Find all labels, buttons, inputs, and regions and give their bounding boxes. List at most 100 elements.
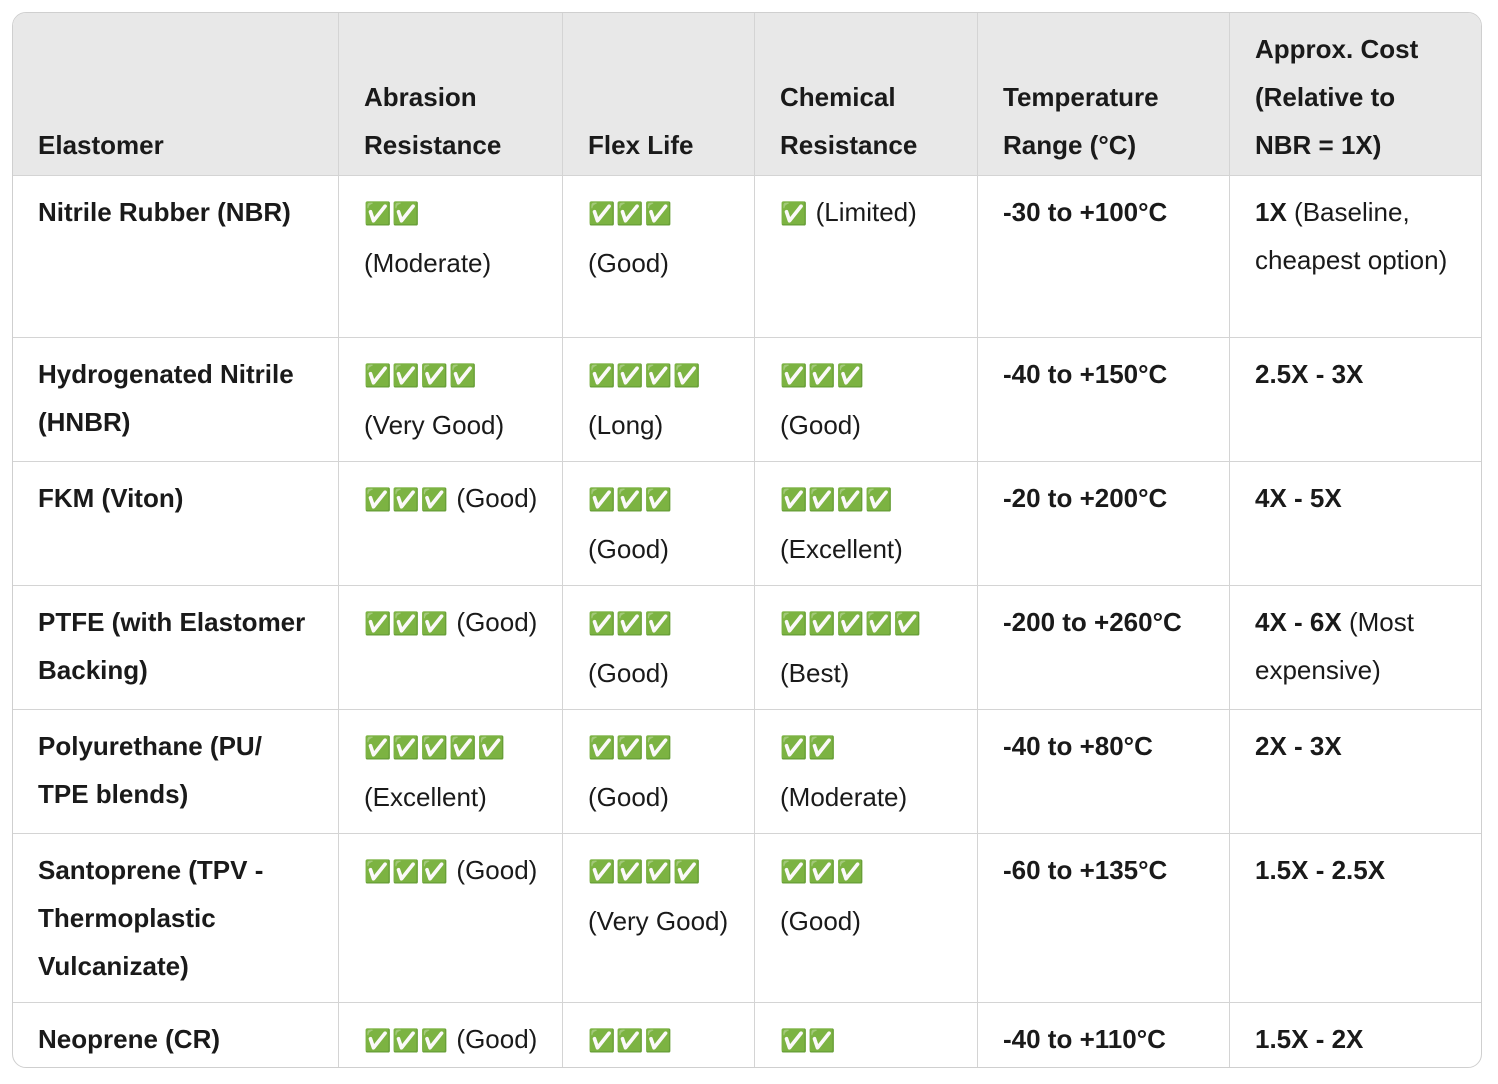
check-marks: ✅✅✅	[780, 860, 866, 885]
chemical-cell: ✅✅ (Moderate)	[754, 1002, 978, 1067]
table-container: Elastomer Abrasion Resistance Flex Life Che…	[12, 12, 1482, 1068]
abrasion-cell: ✅✅✅✅✅ (Excellent)	[338, 709, 563, 834]
cost-cell: 1.5X - 2X	[1229, 1002, 1481, 1067]
cost-value: 1.5X - 2.5X	[1255, 855, 1386, 885]
flex-cell: ✅✅✅ (Good)	[562, 175, 755, 338]
chemical-cell: ✅✅✅✅✅ (Best)	[754, 585, 978, 710]
comparison-table: Elastomer Abrasion Resistance Flex Life Che…	[13, 13, 1481, 1067]
table-body: Nitrile Rubber (NBR) ✅✅ (Moderate) ✅✅✅ (Go…	[13, 175, 1481, 1067]
elastomer-cell: PTFE (with Elastomer Backing)	[13, 585, 339, 710]
elastomer-cell: Hydrogenated Nitrile (HNBR)	[13, 337, 339, 462]
rating-note: (Very Good)	[588, 906, 729, 936]
check-marks: ✅✅✅✅	[588, 860, 702, 885]
check-marks: ✅✅✅✅	[780, 488, 894, 513]
table-row: Nitrile Rubber (NBR) ✅✅ (Moderate) ✅✅✅ (Go…	[13, 175, 1481, 338]
rating-note: (Good)	[588, 534, 669, 564]
header-cell: Approx. Cost (Relative to NBR = 1X)	[1229, 13, 1481, 176]
flex-cell: ✅✅✅ (Good)	[562, 585, 755, 710]
check-marks: ✅✅	[364, 202, 421, 227]
rating-note: (Good)	[780, 906, 861, 936]
header-cell: Abrasion Resistance	[338, 13, 563, 176]
temperature-cell: -40 to +80°C	[977, 709, 1230, 834]
chemical-cell: ✅✅ (Moderate)	[754, 709, 978, 834]
elastomer-cell: FKM (Viton)	[13, 461, 339, 586]
rating-note: (Good)	[456, 855, 538, 885]
check-marks: ✅✅✅	[364, 488, 450, 513]
rating-note: (Moderate)	[364, 248, 492, 278]
elastomer-cell: Nitrile Rubber (NBR)	[13, 175, 339, 338]
table-row: PTFE (with Elastomer Backing) ✅✅✅ (Good) ✅…	[13, 585, 1481, 710]
table-row: Hydrogenated Nitrile (HNBR) ✅✅✅✅ (Very Go…	[13, 337, 1481, 462]
flex-cell: ✅✅✅ (Good)	[562, 709, 755, 834]
chemical-cell: ✅ (Limited)	[754, 175, 978, 338]
abrasion-cell: ✅✅✅ (Good)	[338, 833, 563, 1003]
abrasion-cell: ✅✅✅ (Good)	[338, 1002, 563, 1067]
check-marks: ✅	[780, 202, 809, 227]
rating-note: (Excellent)	[780, 534, 903, 564]
cost-value: 4X - 6X	[1255, 607, 1342, 637]
cost-value: 2X - 3X	[1255, 731, 1342, 761]
header-cell: Elastomer	[13, 13, 339, 176]
flex-cell: ✅✅✅✅ (Very Good)	[562, 833, 755, 1003]
cost-note: (Most expensive)	[1255, 607, 1414, 685]
abrasion-cell: ✅✅✅ (Good)	[338, 461, 563, 586]
rating-note: (Good)	[780, 410, 861, 440]
check-marks: ✅✅✅	[364, 612, 450, 637]
cost-value: 1.5X - 2X	[1255, 1024, 1364, 1054]
elastomer-cell: Polyurethane (PU/ TPE blends)	[13, 709, 339, 834]
cost-cell: 2.5X - 3X	[1229, 337, 1481, 462]
header-cell: Temperature Range (°C)	[977, 13, 1230, 176]
rating-note: (Good)	[456, 607, 538, 637]
check-marks: ✅✅✅✅✅	[364, 736, 506, 761]
rating-note: (Very Good)	[364, 410, 505, 440]
check-marks: ✅✅✅	[588, 202, 674, 227]
check-marks: ✅✅✅	[588, 1029, 674, 1054]
temperature-cell: -40 to +150°C	[977, 337, 1230, 462]
header-cell: Flex Life	[562, 13, 755, 176]
cost-cell: 4X - 6X (Most expensive)	[1229, 585, 1481, 710]
temperature-cell: -20 to +200°C	[977, 461, 1230, 586]
abrasion-cell: ✅✅✅✅ (Very Good)	[338, 337, 563, 462]
rating-note: (Moderate)	[780, 782, 908, 812]
cost-cell: 4X - 5X	[1229, 461, 1481, 586]
header-row: Elastomer Abrasion Resistance Flex Life Che…	[13, 13, 1481, 176]
check-marks: ✅✅✅	[364, 1029, 450, 1054]
elastomer-cell: Neoprene (CR)	[13, 1002, 339, 1067]
temperature-cell: -30 to +100°C	[977, 175, 1230, 338]
check-marks: ✅✅✅	[780, 364, 866, 389]
flex-cell: ✅✅✅✅ (Long)	[562, 337, 755, 462]
cost-note: (Baseline, cheapest option)	[1255, 197, 1448, 275]
elastomer-cell: Santoprene (TPV - Thermoplastic Vulcaniz…	[13, 833, 339, 1003]
check-marks: ✅✅✅	[588, 736, 674, 761]
check-marks: ✅✅	[780, 1029, 837, 1054]
temperature-cell: -200 to +260°C	[977, 585, 1230, 710]
check-marks: ✅✅✅✅✅	[780, 612, 922, 637]
check-marks: ✅✅✅	[588, 612, 674, 637]
cost-value: 1X	[1255, 197, 1287, 227]
chemical-cell: ✅✅✅ (Good)	[754, 833, 978, 1003]
cost-value: 4X - 5X	[1255, 483, 1342, 513]
header-cell: Chemical Resistance	[754, 13, 978, 176]
cost-cell: 2X - 3X	[1229, 709, 1481, 834]
check-marks: ✅✅✅✅	[588, 364, 702, 389]
rating-note: (Excellent)	[364, 782, 487, 812]
table-row: Polyurethane (PU/ TPE blends) ✅✅✅✅✅ (Exce…	[13, 709, 1481, 834]
check-marks: ✅✅✅	[588, 488, 674, 513]
rating-note: (Good)	[456, 483, 538, 513]
flex-cell: ✅✅✅ (Good)	[562, 1002, 755, 1067]
check-marks: ✅✅	[780, 736, 837, 761]
temperature-cell: -60 to +135°C	[977, 833, 1230, 1003]
table-row: FKM (Viton) ✅✅✅ (Good) ✅✅✅ (Good) ✅✅✅✅ (Exc…	[13, 461, 1481, 586]
table-row: Neoprene (CR)✅✅✅ (Good)✅✅✅ (Good)✅✅ (Mod…	[13, 1002, 1481, 1067]
rating-note: (Good)	[588, 658, 669, 688]
table-row: Santoprene (TPV - Thermoplastic Vulcaniz…	[13, 833, 1481, 1003]
cost-value: 2.5X - 3X	[1255, 359, 1364, 389]
chemical-cell: ✅✅✅ (Good)	[754, 337, 978, 462]
check-marks: ✅✅✅✅	[364, 364, 478, 389]
abrasion-cell: ✅✅ (Moderate)	[338, 175, 563, 338]
rating-note: (Best)	[780, 658, 850, 688]
rating-note: (Long)	[588, 410, 664, 440]
abrasion-cell: ✅✅✅ (Good)	[338, 585, 563, 710]
rating-note: (Limited)	[815, 197, 917, 227]
check-marks: ✅✅✅	[364, 860, 450, 885]
